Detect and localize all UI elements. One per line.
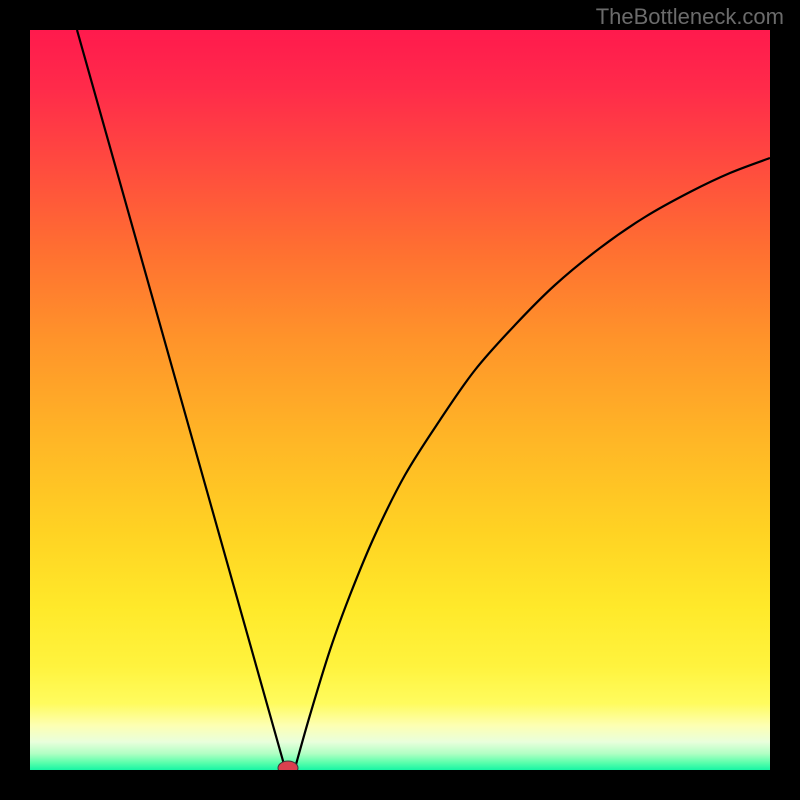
watermark-text: TheBottleneck.com <box>596 4 784 30</box>
chart-background <box>30 30 770 770</box>
chart-plot <box>30 30 770 770</box>
